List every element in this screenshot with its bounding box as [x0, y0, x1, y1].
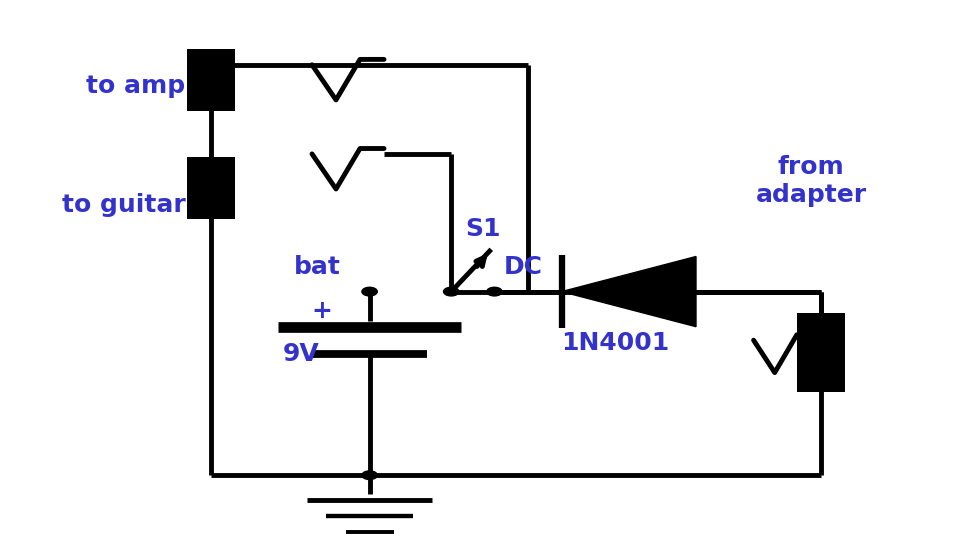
Text: from
adapter: from adapter [756, 155, 867, 207]
Circle shape [444, 287, 459, 296]
Text: 1N4001: 1N4001 [562, 331, 670, 355]
Circle shape [362, 287, 377, 296]
Text: to guitar: to guitar [62, 193, 186, 217]
Text: 9V: 9V [283, 342, 320, 366]
Circle shape [362, 471, 377, 480]
Text: S1: S1 [466, 218, 501, 241]
Text: bat: bat [294, 255, 341, 279]
Circle shape [487, 287, 502, 296]
Text: +: + [311, 299, 332, 322]
Polygon shape [562, 256, 696, 327]
Bar [187, 49, 235, 111]
Text: DC: DC [504, 255, 543, 279]
Bar [187, 157, 235, 219]
Bar [797, 313, 845, 392]
Text: to amp: to amp [86, 75, 185, 98]
